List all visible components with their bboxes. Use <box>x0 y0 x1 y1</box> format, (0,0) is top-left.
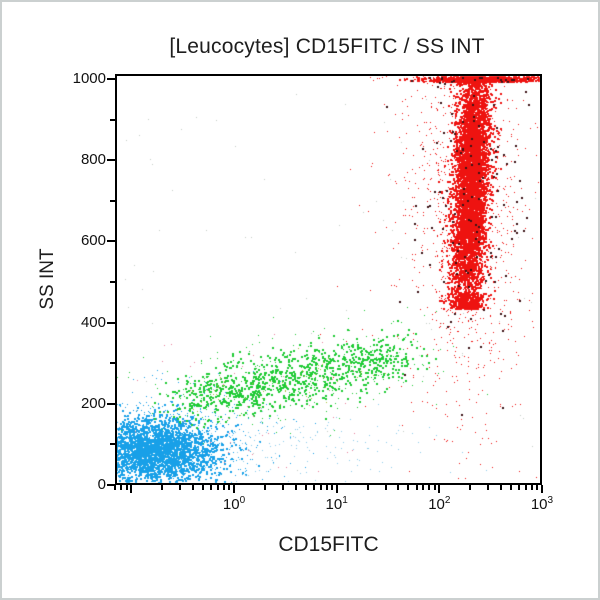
x-minor-tick <box>433 485 436 490</box>
x-minor-tick <box>217 485 220 490</box>
x-minor-tick <box>281 485 284 490</box>
x-minor-tick <box>366 485 369 490</box>
x-axis-label: CD15FITC <box>278 533 379 556</box>
x-minor-tick <box>192 485 195 490</box>
x-minor-tick <box>319 485 322 490</box>
y-tick-label: 800 <box>80 151 106 169</box>
x-minor-tick <box>518 485 521 490</box>
x-minor-tick <box>330 485 333 490</box>
x-minor-tick <box>325 485 328 490</box>
y-tick-label: 400 <box>80 313 106 331</box>
y-minor-tick <box>110 362 115 365</box>
y-major-tick <box>107 159 115 162</box>
x-minor-tick <box>415 485 418 490</box>
x-minor-tick <box>114 485 117 490</box>
x-minor-tick <box>223 485 226 490</box>
x-major-tick <box>233 485 235 493</box>
plot-title: [Leucocytes] CD15FITC / SS INT <box>169 35 485 58</box>
x-tick-exponent: 1 <box>342 495 348 506</box>
x-minor-tick <box>525 485 528 490</box>
x-minor-tick <box>487 485 490 490</box>
y-tick-label: 0 <box>97 476 106 493</box>
y-major-tick <box>107 484 115 486</box>
y-tick-label: 600 <box>80 232 106 250</box>
x-minor-tick <box>536 485 539 490</box>
x-minor-tick <box>510 485 513 490</box>
x-tick-exponent: 2 <box>444 495 451 506</box>
y-minor-tick <box>110 281 115 283</box>
x-minor-tick <box>422 485 425 490</box>
x-minor-tick <box>120 485 123 490</box>
x-tick-label: 100 <box>222 495 246 514</box>
y-major-tick <box>107 321 115 324</box>
x-major-tick <box>438 485 441 493</box>
x-minor-tick <box>294 485 297 490</box>
y-major-tick <box>107 402 115 405</box>
x-minor-tick <box>210 485 213 490</box>
x-minor-tick <box>161 485 164 490</box>
x-tick-exponent: 0 <box>239 495 246 506</box>
x-minor-tick <box>202 485 205 490</box>
x-major-tick <box>130 485 133 493</box>
y-minor-tick <box>110 199 115 202</box>
y-major-tick <box>107 78 115 80</box>
y-axis-label: SS INT <box>37 248 58 310</box>
x-minor-tick <box>397 485 400 490</box>
x-tick-label: 101 <box>325 495 348 514</box>
x-minor-tick <box>125 485 128 490</box>
x-minor-tick <box>428 485 431 490</box>
x-minor-tick <box>228 485 231 490</box>
y-tick-label: 200 <box>80 394 106 412</box>
x-tick-label: 102 <box>428 495 451 514</box>
x-major-tick <box>335 485 338 493</box>
x-minor-tick <box>407 485 410 490</box>
x-minor-tick <box>179 485 182 490</box>
x-tick-exponent: 3 <box>547 495 554 506</box>
x-minor-tick <box>384 485 387 490</box>
x-major-tick <box>540 485 543 493</box>
x-minor-tick <box>304 485 307 490</box>
x-minor-tick <box>531 485 534 490</box>
scatter-canvas <box>115 74 542 485</box>
y-major-tick <box>107 240 115 243</box>
x-minor-tick <box>312 485 315 490</box>
x-minor-tick <box>469 485 472 490</box>
y-minor-tick <box>110 118 115 121</box>
x-minor-tick <box>263 485 266 490</box>
x-tick-label: 103 <box>530 495 554 514</box>
y-minor-tick <box>110 443 115 446</box>
x-minor-tick <box>500 485 503 490</box>
y-tick-label: 1000 <box>72 70 106 87</box>
